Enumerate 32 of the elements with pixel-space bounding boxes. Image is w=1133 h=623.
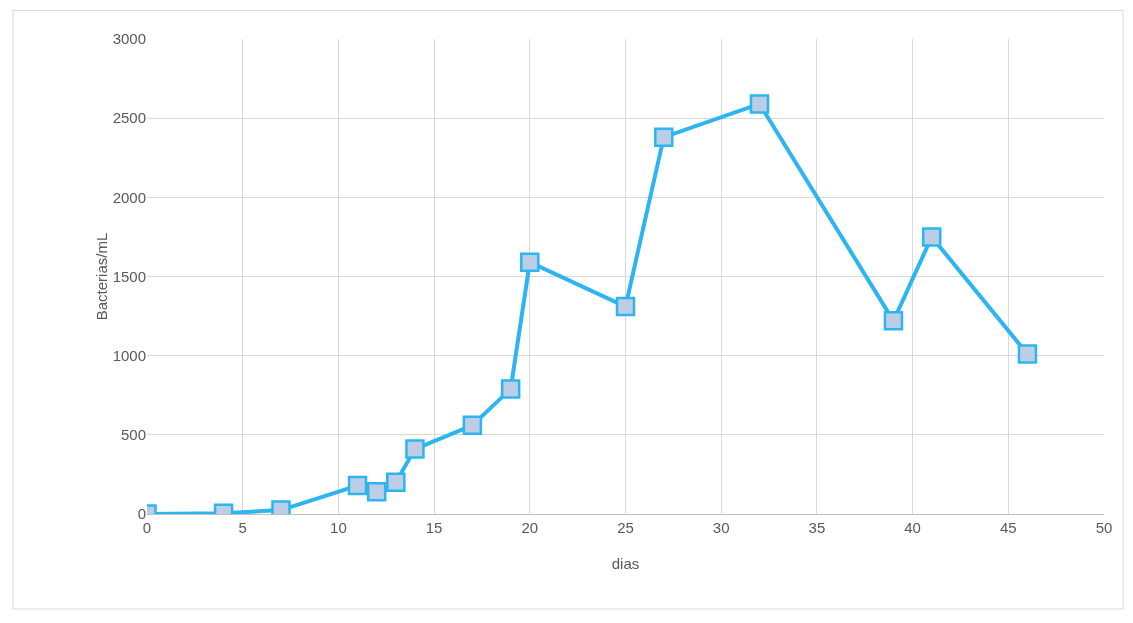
- point: [500, 379, 521, 399]
- x-tick-label: 25: [617, 519, 634, 536]
- point: [347, 475, 368, 496]
- y-tick-label: 1500: [112, 267, 146, 285]
- point: [615, 296, 636, 317]
- point: [654, 127, 674, 147]
- point: [749, 94, 770, 114]
- point: [520, 252, 540, 272]
- point: [1017, 344, 1038, 364]
- y-axis-title: Bacterias/mL: [93, 232, 110, 321]
- point: [462, 415, 483, 436]
- x-tick-label: 45: [999, 519, 1017, 536]
- point: [405, 439, 425, 459]
- y-tick-label: 3000: [112, 30, 146, 48]
- x-tick-label: 50: [1095, 519, 1113, 536]
- point: [921, 227, 942, 247]
- x-axis-title: dias: [611, 555, 640, 572]
- x-tick-label: 35: [808, 519, 826, 536]
- point: [386, 472, 406, 493]
- point: [366, 482, 387, 502]
- x-tick-label: 15: [425, 519, 443, 536]
- y-tick-label: 0: [137, 505, 146, 523]
- x-tick-label: 20: [521, 519, 539, 536]
- x-tick-label: 10: [330, 519, 347, 536]
- y-tick-label: 2500: [112, 109, 146, 127]
- x-tick-label: 30: [712, 519, 730, 536]
- x-tick-label: 5: [238, 519, 247, 536]
- x-tick-label: 40: [904, 519, 921, 536]
- y-tick-label: 2000: [112, 188, 146, 206]
- y-tick-label: 1000: [112, 346, 146, 364]
- point: [883, 311, 904, 331]
- y-tick-label: 500: [120, 426, 146, 444]
